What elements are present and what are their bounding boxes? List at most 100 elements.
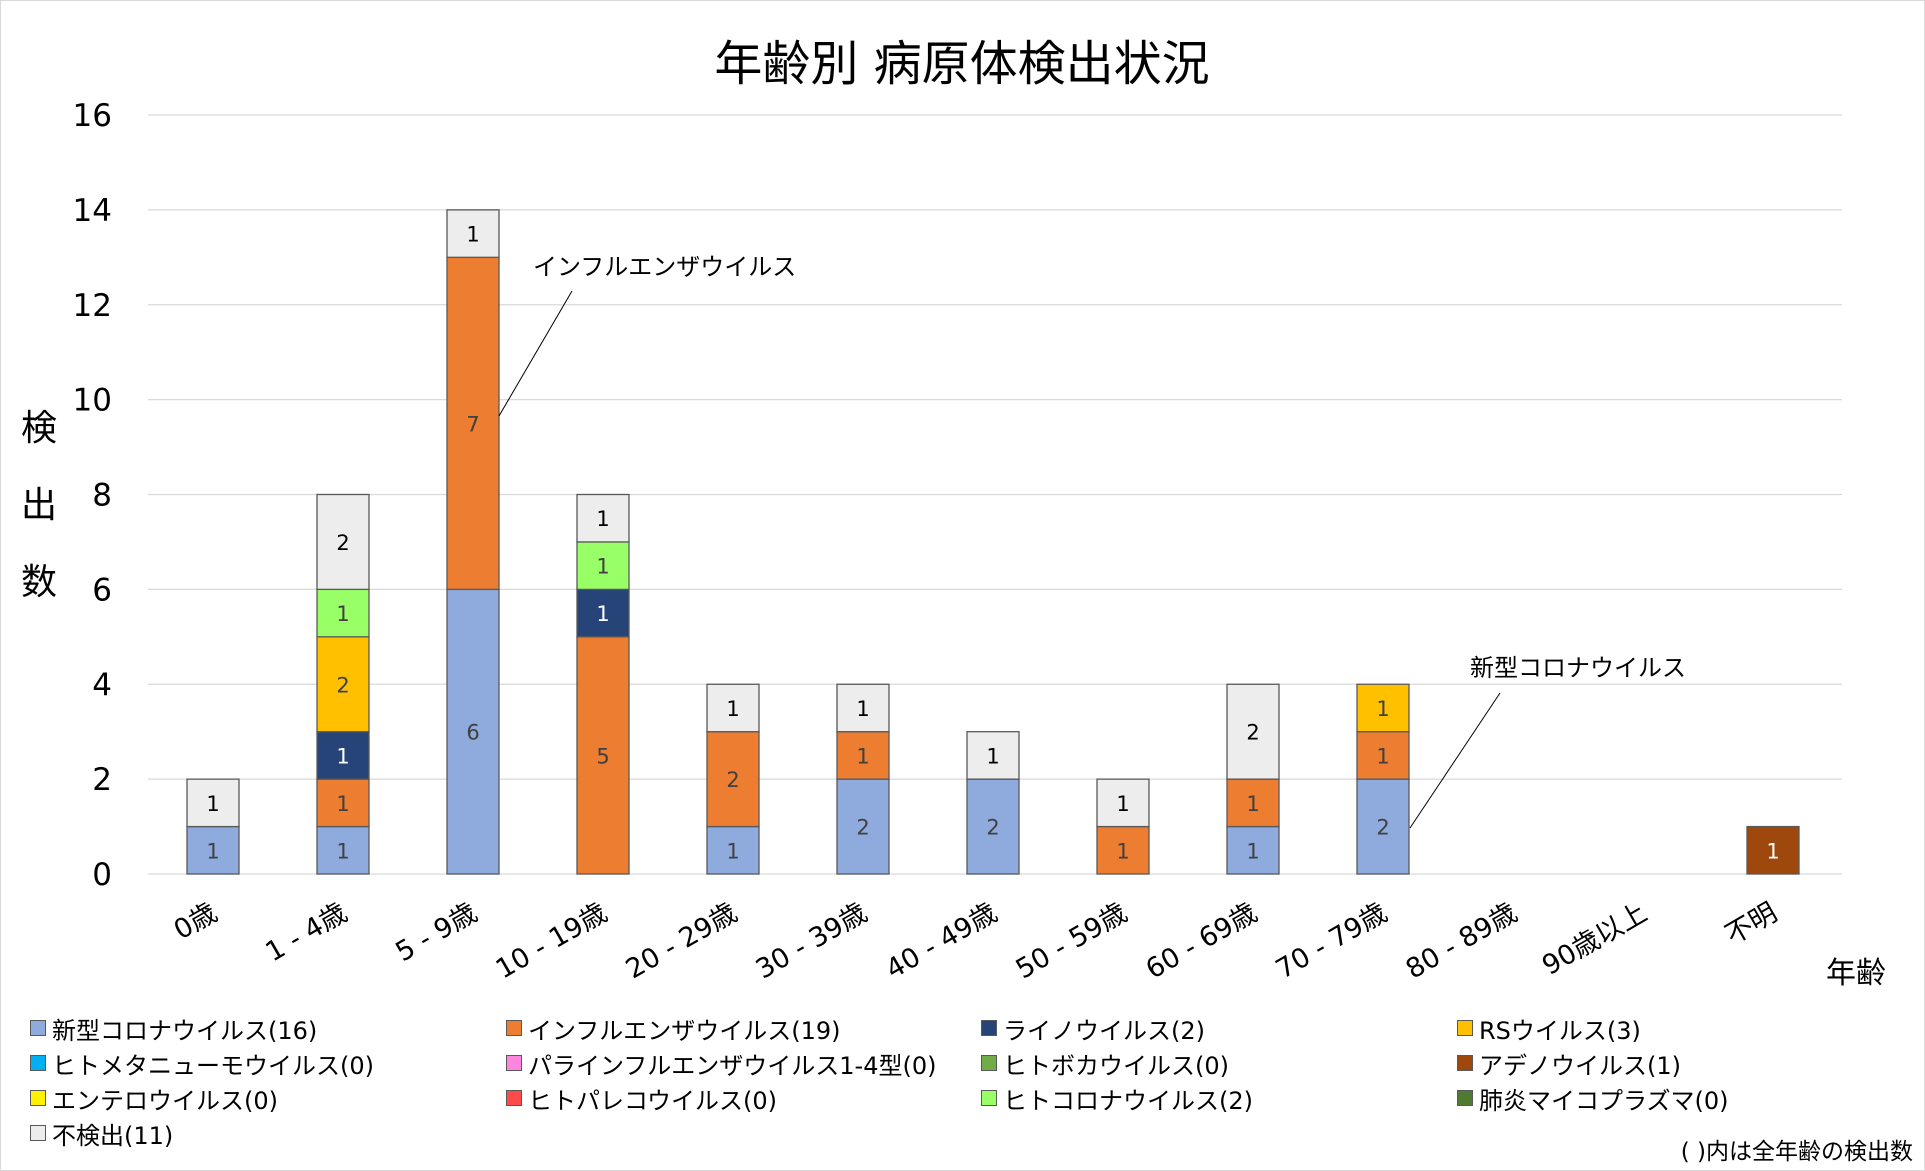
data-label: 2 xyxy=(726,768,739,792)
data-label: 1 xyxy=(856,697,869,721)
y-tick-label: 6 xyxy=(92,572,112,608)
x-tick-label: 0歳 xyxy=(169,897,223,946)
bar-segment[interactable] xyxy=(836,683,890,733)
annotation-label: 新型コロナウイルス xyxy=(1470,654,1686,682)
bar-segment[interactable] xyxy=(316,778,370,828)
bar-segment[interactable] xyxy=(966,778,1020,875)
bar-segment[interactable] xyxy=(186,778,240,828)
bar-segment[interactable] xyxy=(316,493,370,591)
y-axis-label-char: 数 xyxy=(21,562,57,603)
x-tick-label: 90歳以上 xyxy=(1537,897,1652,982)
bar-stack: 2 1 1 xyxy=(836,683,890,875)
bar-segment[interactable] xyxy=(1356,683,1410,733)
x-tick-label: 20 - 29歳 xyxy=(621,897,743,985)
y-tick-label: 16 xyxy=(73,98,112,134)
bar-segment[interactable] xyxy=(1356,778,1410,875)
data-label: 2 xyxy=(1376,816,1389,840)
annotation-leader-line xyxy=(498,290,573,417)
bar-stack: 2 1 1 xyxy=(1356,683,1410,875)
data-label: 1 xyxy=(596,602,609,626)
data-label: 2 xyxy=(336,673,349,697)
data-label: 1 xyxy=(1246,839,1259,863)
data-label: 6 xyxy=(466,721,479,745)
bar-segment[interactable] xyxy=(576,636,630,875)
data-label: 2 xyxy=(1246,721,1259,745)
data-label: 1 xyxy=(856,744,869,768)
bar-stack: 11 xyxy=(1096,778,1150,875)
x-tick-label: 1 - 4歳 xyxy=(261,897,353,968)
data-label: 2 xyxy=(986,816,999,840)
y-tick-label: 2 xyxy=(92,762,112,798)
x-tick-label: 50 - 59歳 xyxy=(1011,897,1133,985)
bar-segment[interactable] xyxy=(446,256,500,591)
data-label: 2 xyxy=(336,531,349,555)
data-label: 1 xyxy=(206,792,219,816)
footnote: ( )内は全年齢の検出数 xyxy=(1680,1139,1913,1165)
y-axis-ticks: 0 2 4 6 8 10 12 14 16 xyxy=(73,98,112,893)
bar-segment[interactable] xyxy=(1356,731,1410,780)
annotation-label: インフルエンザウイルス xyxy=(533,253,796,281)
data-label: 1 xyxy=(1246,792,1259,816)
x-tick-label: 80 - 89歳 xyxy=(1401,897,1523,985)
data-label: 2 xyxy=(856,816,869,840)
data-label: 5 xyxy=(596,744,609,768)
x-tick-label: 10 - 19歳 xyxy=(491,897,613,985)
data-label: 1 xyxy=(336,602,349,626)
bar-stack: 1 1 2 xyxy=(1226,683,1280,875)
x-tick-label: 30 - 39歳 xyxy=(751,897,873,985)
bar-stack: 1 2 1 xyxy=(706,683,760,875)
data-label: 1 xyxy=(1766,839,1779,863)
y-tick-label: 0 xyxy=(92,857,112,893)
bar-segment[interactable] xyxy=(1226,683,1280,780)
x-tick-label: 5 - 9歳 xyxy=(391,897,483,968)
y-tick-label: 4 xyxy=(92,667,112,703)
data-label: 1 xyxy=(1376,744,1389,768)
bar-segment[interactable] xyxy=(316,731,370,780)
bar-segment[interactable] xyxy=(446,588,500,875)
data-label: 1 xyxy=(206,839,219,863)
y-tick-label: 8 xyxy=(92,478,112,514)
data-label: 1 xyxy=(1116,839,1129,863)
data-label: 1 xyxy=(1116,792,1129,816)
bar-segment[interactable] xyxy=(836,731,890,780)
bar-segment[interactable] xyxy=(446,209,500,258)
data-label: 1 xyxy=(726,839,739,863)
bar-segment[interactable] xyxy=(1096,825,1150,875)
data-label: 1 xyxy=(1376,697,1389,721)
y-axis-label-char: 検 xyxy=(21,408,57,449)
bar-segment[interactable] xyxy=(576,493,630,543)
data-label: 1 xyxy=(336,744,349,768)
data-label: 1 xyxy=(336,839,349,863)
data-label: 1 xyxy=(596,507,609,531)
data-label: 1 xyxy=(726,697,739,721)
y-tick-label: 10 xyxy=(73,383,112,419)
bar-segment[interactable] xyxy=(186,825,240,875)
bar-stack: 21 xyxy=(966,731,1020,875)
bar-segment[interactable] xyxy=(576,588,630,638)
data-label: 1 xyxy=(466,223,479,247)
bar-segment[interactable] xyxy=(966,731,1020,780)
data-label: 7 xyxy=(466,412,479,436)
y-tick-label: 14 xyxy=(73,193,112,229)
bar-segment[interactable] xyxy=(576,541,630,591)
bar-segment[interactable] xyxy=(316,588,370,638)
x-axis-label: 年齢 xyxy=(1826,956,1886,991)
bar-segment[interactable] xyxy=(706,683,760,733)
data-label: 1 xyxy=(986,744,999,768)
bar-stack: 1 1 1 2 1 2 xyxy=(316,493,370,875)
bar-segment[interactable] xyxy=(316,636,370,733)
x-tick-label: 70 - 79歳 xyxy=(1271,897,1393,985)
bar-segment[interactable] xyxy=(1096,778,1150,828)
data-label: 1 xyxy=(336,792,349,816)
bar-segment[interactable] xyxy=(836,778,890,875)
chart-title: 年齢別 病原体検出状況 xyxy=(714,36,1209,92)
y-axis-label-char: 出 xyxy=(21,485,57,526)
x-axis-ticks: 0歳 1 - 4歳 5 - 9歳 10 - 19歳 20 - 29歳 30 - 39歳 40… xyxy=(169,897,1783,985)
gridlines xyxy=(148,114,1842,875)
bar-segment[interactable] xyxy=(1746,825,1800,875)
bar-stack: 5 1 1 1 xyxy=(576,493,630,875)
y-axis-label: 検出数 xyxy=(21,408,57,603)
